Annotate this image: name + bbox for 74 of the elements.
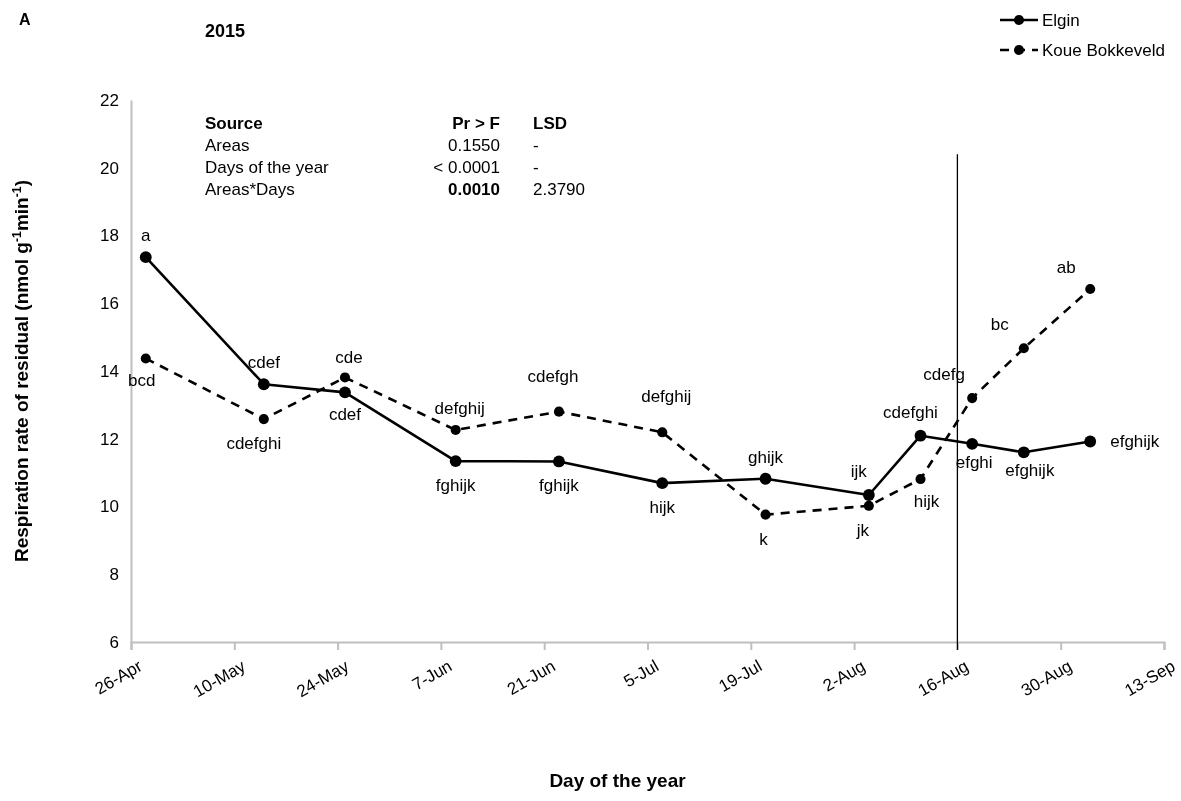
- x-tick-label: 5-Jul: [620, 656, 662, 692]
- y-tick-label: 10: [100, 497, 119, 517]
- point: [862, 489, 875, 501]
- point: [915, 474, 926, 485]
- legend-label: Elgin: [1042, 11, 1080, 30]
- point: [966, 437, 979, 450]
- annotation: Areas*Days: [205, 180, 295, 199]
- annotation: LSD: [533, 114, 567, 133]
- annotation: cde: [335, 348, 363, 368]
- point: [657, 427, 668, 438]
- point: [258, 414, 269, 425]
- point: [863, 500, 874, 511]
- annotation: jk: [855, 520, 870, 540]
- annotation: efghijk: [1110, 432, 1160, 452]
- chart-title: 2015: [205, 21, 246, 41]
- annotation: cdefgh: [527, 366, 579, 386]
- annotation: Areas: [205, 136, 250, 155]
- point: [760, 509, 771, 520]
- point: [759, 472, 772, 485]
- annotation: cdefghi: [883, 402, 938, 422]
- point: [553, 455, 565, 468]
- point: [449, 455, 462, 468]
- annotation: cdefghi: [226, 434, 282, 454]
- x-axis-title: Day of the year: [549, 770, 687, 791]
- y-tick-label: 16: [100, 294, 119, 314]
- point: [450, 424, 461, 435]
- point: [339, 372, 351, 383]
- point: [914, 429, 927, 442]
- annotation: 0.0010: [448, 180, 500, 199]
- point: [139, 251, 152, 264]
- annotation: fghijk: [435, 476, 476, 496]
- annotation: < 0.0001: [433, 158, 500, 177]
- point: [1085, 283, 1096, 295]
- text: A: [19, 11, 31, 28]
- annotation: ghijk: [748, 447, 784, 467]
- point: [656, 477, 669, 490]
- annotation: Pr > F: [452, 114, 500, 133]
- annotation: a: [141, 226, 152, 246]
- annotation: k: [759, 529, 769, 549]
- annotation: cdef: [247, 353, 281, 373]
- point: [553, 406, 564, 417]
- point: [1084, 435, 1097, 448]
- point: [339, 386, 351, 399]
- y-tick-label: 14: [100, 361, 119, 381]
- annotation: Source: [205, 114, 263, 133]
- annotation: defghij: [641, 387, 692, 407]
- point: [1017, 446, 1030, 459]
- y-tick-label: 8: [109, 565, 119, 585]
- annotation: 2.3790: [533, 180, 585, 199]
- y-tick-label: 6: [109, 632, 119, 652]
- annotation: hijk: [649, 498, 676, 518]
- annotation: ijk: [850, 461, 868, 481]
- annotation: cdef: [328, 405, 362, 425]
- annotation: 0.1550: [448, 136, 500, 155]
- annotation: -: [533, 136, 539, 155]
- point: [967, 393, 978, 404]
- annotation: hijk: [913, 492, 940, 512]
- annotation: ab: [1056, 258, 1076, 278]
- point: [1018, 343, 1029, 354]
- y-tick-label: 20: [100, 158, 119, 178]
- point: [257, 378, 270, 391]
- annotation: Days of the year: [205, 158, 330, 177]
- legend-label: Koue Bokkeveld: [1042, 41, 1165, 60]
- y-tick-label: 22: [100, 90, 119, 110]
- point: [140, 353, 151, 364]
- y-tick-label: 18: [100, 226, 119, 246]
- annotation: defghij: [434, 398, 485, 418]
- x-tick-label: 7-Jun: [408, 656, 456, 695]
- annotation: bc: [990, 315, 1010, 335]
- annotation: efghijk: [1005, 461, 1055, 481]
- annotation: -: [533, 158, 539, 177]
- annotation: bcd: [128, 371, 156, 391]
- annotation: fghijk: [539, 476, 580, 496]
- y-tick-label: 12: [100, 429, 119, 449]
